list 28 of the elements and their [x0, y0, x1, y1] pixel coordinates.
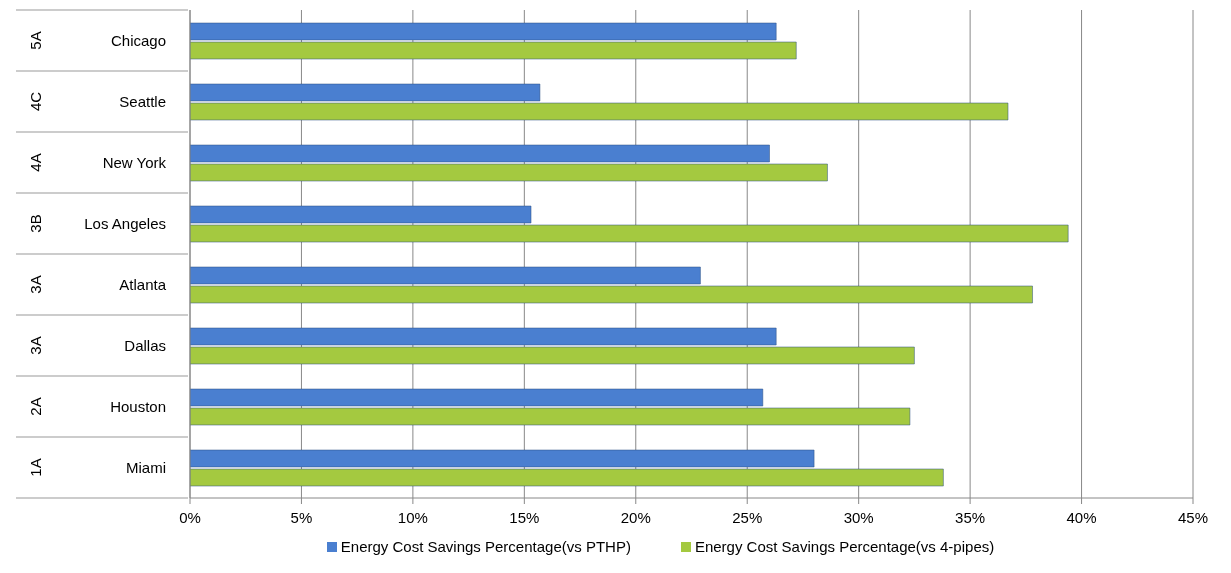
y-tick-label: Miami [126, 459, 166, 476]
x-tick-label: 25% [732, 508, 763, 526]
text: 1A [26, 458, 44, 477]
legend-label: Energy Cost Savings Percentage(vs 4-pipes) [693, 538, 995, 555]
x-tick-label: 15% [509, 508, 540, 526]
y-tick-label: Los Angeles [84, 215, 166, 232]
text: 3A [26, 336, 44, 355]
x-tick-label: 40% [1066, 508, 1097, 526]
x-tick-label: 35% [955, 508, 986, 526]
x-tick-label: 20% [620, 508, 651, 526]
y-tick-label: Chicago [110, 32, 166, 49]
y-tick-label: Houston [110, 398, 166, 415]
text: 2A [26, 397, 44, 416]
text: 3B [26, 214, 44, 233]
x-tick-label: 10% [397, 508, 428, 526]
text: 5A [26, 31, 44, 50]
x-tick-label: 30% [843, 508, 874, 526]
text: 4A [26, 153, 44, 172]
legend-label: Energy Cost Savings Percentage(vs PTHP) [339, 538, 631, 555]
y-tick-label: Atlanta [119, 276, 167, 293]
text: 3A [26, 275, 44, 294]
x-tick-label: 0% [179, 508, 201, 526]
x-tick-label: 45% [1177, 508, 1209, 526]
y-tick-label: New York [102, 154, 167, 171]
y-tick-label: Seattle [119, 93, 166, 110]
x-tick-label: 5% [290, 508, 313, 526]
text: 4C [26, 91, 44, 112]
y-tick-label: Dallas [124, 337, 166, 354]
